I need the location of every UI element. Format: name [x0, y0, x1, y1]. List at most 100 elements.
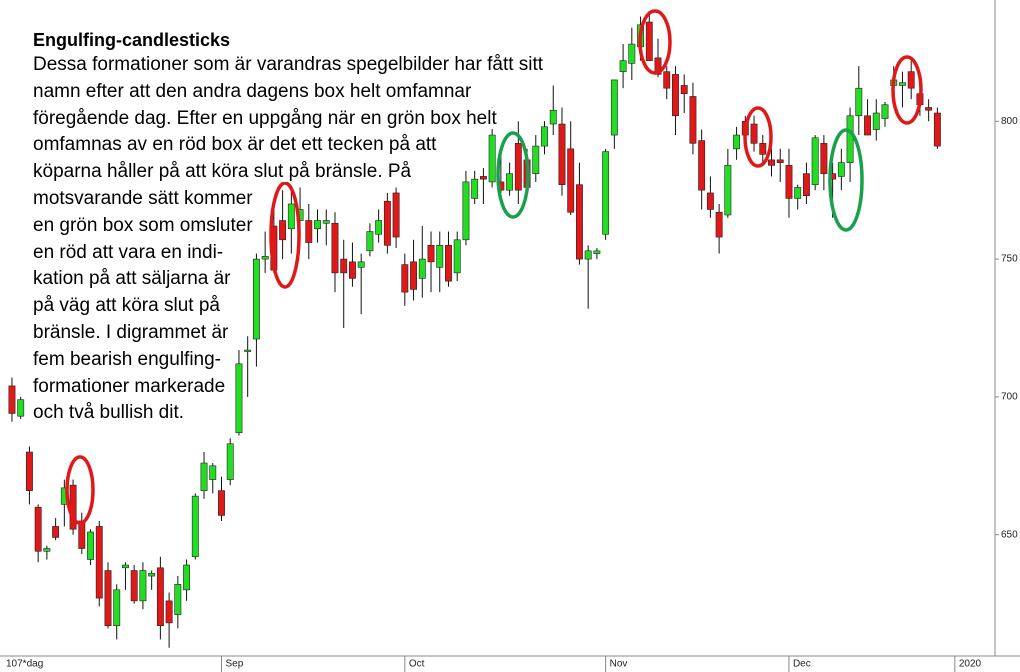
candle-body [209, 465, 217, 480]
candle-body [698, 140, 706, 191]
candle-body [619, 60, 627, 72]
y-tick-label: 750 [1001, 254, 1018, 265]
candle-body [113, 589, 121, 626]
bullish-oval [828, 128, 864, 232]
annotation-line: bränsle. I digrammet är [33, 320, 543, 347]
annotation-line: Dessa formationer som är varandras spege… [33, 52, 544, 79]
candle-body [410, 261, 418, 290]
candle-body [575, 184, 583, 260]
candle-body [663, 71, 671, 89]
candle-body [488, 134, 496, 183]
candle-body [899, 82, 906, 86]
candle-body [436, 245, 444, 268]
x-tick-label: Sep [225, 659, 243, 670]
candle-body [43, 548, 51, 552]
x-tick-label: Oct [409, 659, 425, 670]
candle-body [401, 264, 409, 293]
candle-body [593, 250, 601, 254]
candle-body [165, 600, 173, 624]
candle-body [226, 443, 234, 480]
candle-body [78, 520, 86, 549]
bearish-oval [743, 106, 773, 168]
candle-body [418, 258, 426, 279]
candle-body [654, 57, 662, 75]
candle-body [314, 220, 321, 230]
annotation-line: kation på att säljarna är [33, 266, 543, 293]
candle-body [191, 495, 199, 558]
candle-body [567, 148, 575, 213]
annotation-line: på väg att köra slut på [33, 293, 543, 320]
annotation-text: bränsle. I digrammet är [33, 321, 229, 343]
annotation-title: Engulfing-candlesticks [33, 28, 543, 52]
annotation-text: en röd att vara en indi- [33, 241, 224, 263]
candle-body [200, 462, 208, 491]
candle-body [375, 220, 383, 235]
candle-body [156, 567, 164, 626]
candle-body [383, 200, 391, 246]
candle-body [802, 173, 810, 196]
candle-body [95, 526, 103, 599]
candle-body [331, 222, 339, 274]
candle-body [872, 112, 880, 130]
annotation-text: föregående dag. Efter en uppgång när en … [33, 107, 497, 129]
candle-body [52, 526, 60, 538]
annotation-text: Dessa formationer som är varandras spege… [33, 54, 544, 75]
candle-body [584, 250, 592, 260]
x-tick-label: Dec [793, 659, 811, 670]
candle-body [776, 159, 784, 163]
candle-body [174, 584, 182, 615]
candle-body [645, 21, 653, 61]
bearish-oval [65, 455, 95, 525]
candle-body [680, 85, 688, 95]
y-tick-label: 700 [1001, 392, 1018, 403]
annotation-line: föregående dag. Efter en uppgång när en … [33, 106, 543, 133]
candle-body [25, 451, 33, 491]
candle-body [349, 261, 356, 279]
annotation-text: och två bullish dit. [33, 402, 185, 424]
candle-body [235, 363, 243, 434]
candle-body [672, 74, 679, 117]
candle-body [846, 115, 854, 163]
candle-body [453, 239, 461, 274]
candle-body [689, 96, 697, 144]
annotation-line: en grön box som omsluter [33, 213, 543, 240]
annotation-line: köparna håller på att köra slut på bräns… [33, 159, 543, 186]
candle-body [558, 123, 566, 185]
candle-body [506, 173, 514, 191]
candle-body [139, 570, 147, 602]
x-tick-label: 2020 [959, 659, 982, 670]
annotation-line: namn efter att den andra dagens box helt… [33, 79, 543, 106]
candle-body [34, 506, 42, 552]
candle-body [148, 573, 156, 577]
period-label: 107*dag [6, 659, 43, 670]
candle-body [750, 123, 758, 144]
candle-body [244, 349, 252, 352]
candle-body [357, 261, 365, 268]
annotation-text: en grön box som omsluter [33, 214, 253, 236]
annotation-text: formationer markerade [33, 375, 226, 397]
candle-body [768, 159, 775, 166]
candle-body [445, 245, 452, 282]
candle-body [907, 71, 915, 89]
annotation-text: namn efter att den andra dagens box helt… [33, 80, 472, 102]
annotation-line: omfamnas av en röd box är det ett tecken… [33, 132, 543, 159]
candle-body [17, 399, 25, 417]
candle-body [715, 211, 723, 238]
candle-body [183, 564, 191, 591]
candle-body [8, 385, 16, 414]
candle-body [122, 564, 129, 569]
annotation-text: fem bearish engulfing- [33, 348, 221, 370]
candle-body [794, 187, 802, 199]
candle-body [785, 165, 793, 199]
candle-body [628, 43, 636, 64]
candle-body [514, 143, 522, 191]
annotation-line: och två bullish dit. [33, 400, 543, 427]
candle-body [87, 531, 94, 560]
bearish-oval [269, 181, 301, 289]
candle-body [541, 126, 548, 147]
highlights [65, 9, 923, 525]
candle-body [427, 245, 435, 263]
candle-body [322, 220, 330, 224]
annotation-line: formationer markerade [33, 374, 543, 401]
